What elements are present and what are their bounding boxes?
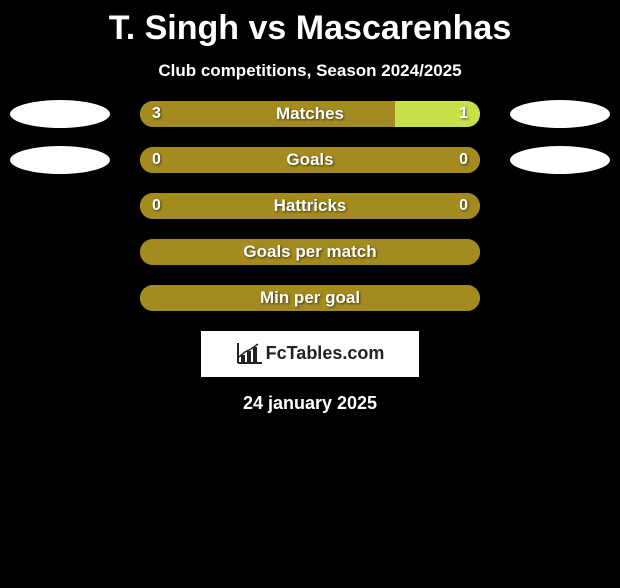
vs-text: vs [249,9,287,47]
comparison-title: T. Singh vs Mascarenhas [0,8,620,49]
player2-name: Mascarenhas [296,9,511,47]
stat-bar: 00Hattricks [140,193,480,219]
bar-chart-icon [236,343,262,365]
stat-bar: 00Goals [140,147,480,173]
player1-name: T. Singh [109,9,239,47]
stat-bar: Goals per match [140,239,480,265]
player1-oval [10,146,110,174]
subtitle: Club competitions, Season 2024/2025 [0,61,620,81]
stat-row: 31Matches [0,101,620,127]
logo-box: FcTables.com [201,331,419,377]
stat-row: Goals per match [0,239,620,265]
stat-bar: 31Matches [140,101,480,127]
stats-rows: 31Matches 00Goals 00Hattricks Goals per mat… [0,101,620,311]
bar-label: Min per goal [140,285,480,311]
stat-row: Min per goal [0,285,620,311]
player2-oval [510,146,610,174]
date-text: 24 january 2025 [0,393,620,414]
stat-row: 00Hattricks [0,193,620,219]
player2-oval [510,100,610,128]
stat-bar: Min per goal [140,285,480,311]
player1-oval [10,100,110,128]
logo-text: FcTables.com [266,343,385,364]
bar-label: Hattricks [140,193,480,219]
bar-label: Goals per match [140,239,480,265]
bar-label: Matches [140,101,480,127]
stat-row: 00Goals [0,147,620,173]
bar-label: Goals [140,147,480,173]
logo: FcTables.com [236,343,385,365]
